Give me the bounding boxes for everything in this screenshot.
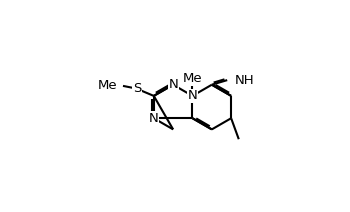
Text: S: S [133,82,141,95]
Text: N: N [168,78,178,91]
Text: Me: Me [98,79,118,92]
Text: NH: NH [235,74,254,87]
Text: Me: Me [183,73,202,85]
Text: N: N [149,112,159,125]
Text: N: N [188,89,197,102]
